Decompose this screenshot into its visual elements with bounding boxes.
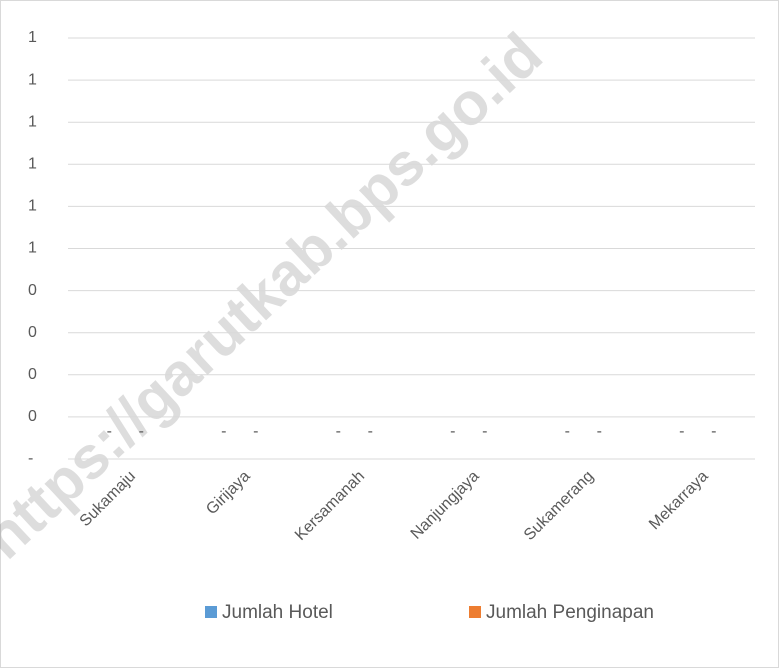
data-label: - <box>107 423 112 440</box>
data-label: - <box>450 423 455 440</box>
data-label: - <box>139 423 144 440</box>
legend-swatch <box>469 606 481 618</box>
y-tick-label: 0 <box>28 324 37 341</box>
legend-label: Jumlah Hotel <box>222 602 333 623</box>
y-tick-label: 1 <box>28 156 37 173</box>
data-label: - <box>565 423 570 440</box>
y-tick-label: 1 <box>28 71 37 88</box>
y-tick-label: 0 <box>28 366 37 383</box>
y-tick-label: 0 <box>28 408 37 425</box>
data-label: - <box>221 423 226 440</box>
data-label: - <box>482 423 487 440</box>
data-label: - <box>597 423 602 440</box>
y-tick-label: 1 <box>28 198 37 215</box>
legend-label: Jumlah Penginapan <box>486 602 654 623</box>
y-tick-label: - <box>28 450 33 467</box>
y-tick-label: 1 <box>28 113 37 130</box>
legend-swatch <box>205 606 217 618</box>
data-label: - <box>253 423 258 440</box>
data-label: - <box>336 423 341 440</box>
y-tick-label: 0 <box>28 282 37 299</box>
y-tick-label: 1 <box>28 240 37 257</box>
data-label: - <box>368 423 373 440</box>
y-tick-label: 1 <box>28 29 37 46</box>
data-label: - <box>711 423 716 440</box>
data-label: - <box>679 423 684 440</box>
